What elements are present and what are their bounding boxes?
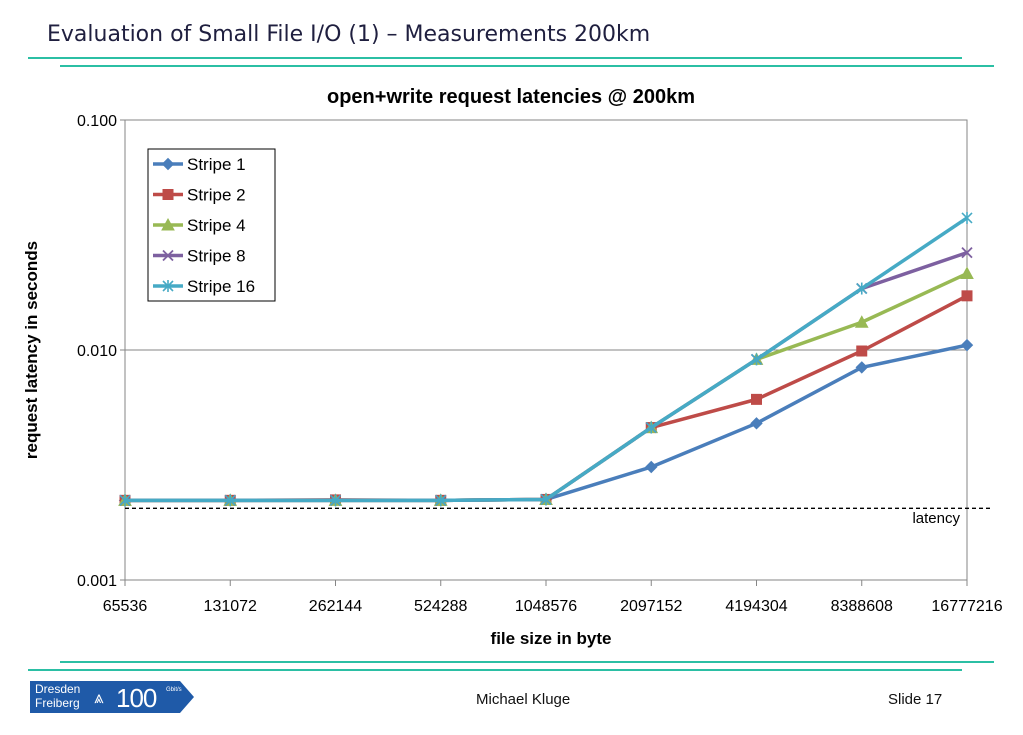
footer-rule-top (60, 661, 994, 663)
x-tick-label: 131072 (204, 598, 257, 615)
data-point (960, 266, 974, 280)
series-stripe-4 (118, 266, 974, 506)
title-rule-bottom (60, 65, 994, 67)
series-line (125, 343, 968, 503)
slide-title: Evaluation of Small File I/O (1) – Measu… (47, 22, 651, 47)
y-tick-label: 0.010 (77, 343, 117, 360)
legend-label: Stripe 16 (187, 277, 255, 296)
data-point (162, 249, 174, 262)
x-tick-label: 4194304 (725, 598, 787, 615)
series-stripe-2 (119, 290, 973, 506)
series-stripe-16 (119, 211, 973, 507)
data-point (854, 315, 869, 328)
chart-title: open+write request latencies @ 200km (327, 86, 695, 108)
data-point (960, 338, 974, 352)
legend-label: Stripe 1 (187, 155, 246, 174)
data-point (961, 211, 973, 224)
x-tick-label: 262144 (309, 598, 362, 615)
legend: Stripe 1 Stripe 2 Stripe 4 Stripe 8 Stripe 1… (147, 148, 276, 302)
data-point (750, 353, 763, 366)
legend-label: Stripe 8 (187, 247, 246, 266)
footer-rule-bottom (28, 669, 962, 671)
legend-label: Stripe 2 (187, 186, 246, 205)
logo-line2: Freiberg (35, 696, 80, 710)
x-tick-label: 16777216 (931, 598, 1002, 615)
data-point (645, 421, 657, 434)
legend-item: Stripe 4 (153, 216, 246, 235)
dresden-freiberg-logo: Dresden Freiberg ⩓ 100 Gbit/s (30, 681, 194, 713)
data-point-stroke (162, 249, 174, 262)
series-stripe-1 (118, 338, 974, 507)
series-line (125, 294, 968, 503)
logo-number: 100 (116, 683, 157, 713)
data-point (856, 345, 868, 357)
data-point (855, 361, 868, 374)
x-tick-label: 8388608 (831, 598, 893, 615)
y-tick-label: 0.001 (77, 573, 117, 590)
legend-item: Stripe 2 (153, 186, 246, 205)
x-tick-label: 2097152 (620, 598, 682, 615)
x-tick-label: 524288 (414, 598, 467, 615)
y-axis-title: request latency in seconds (22, 241, 41, 459)
x-tick-label: 1048576 (515, 598, 577, 615)
data-point (540, 493, 552, 506)
reference-line-label: latency (912, 510, 960, 527)
data-point (119, 494, 131, 507)
data-point (161, 217, 175, 231)
data-point (162, 189, 174, 200)
x-tick-label: 65536 (103, 598, 148, 615)
data-point (856, 282, 868, 295)
logo-unit: Gbit/s (166, 687, 182, 693)
data-point (750, 417, 763, 430)
data-point (162, 280, 174, 292)
legend-label: Stripe 4 (187, 216, 246, 235)
highway-icon: ⩓ (94, 688, 104, 707)
data-point (751, 393, 762, 405)
data-point (645, 460, 658, 474)
data-point (329, 494, 342, 507)
data-point (435, 494, 447, 507)
title-rule-top (28, 57, 962, 59)
legend-item: Stripe 1 (153, 155, 246, 174)
footer-author: Michael Kluge (476, 691, 571, 708)
data-point (161, 157, 175, 171)
footer-slide-number: Slide 17 (888, 691, 943, 708)
x-axis-title: file size in byte (491, 629, 612, 648)
data-point (961, 290, 973, 302)
data-point (961, 247, 973, 259)
data-point-stroke (961, 247, 973, 259)
y-tick-label: 0.100 (77, 113, 117, 130)
legend-item: Stripe 8 (153, 247, 246, 266)
data-point (224, 494, 236, 507)
legend-item: Stripe 16 (153, 277, 255, 296)
logo-line1: Dresden (35, 682, 81, 696)
series-line (125, 271, 968, 503)
